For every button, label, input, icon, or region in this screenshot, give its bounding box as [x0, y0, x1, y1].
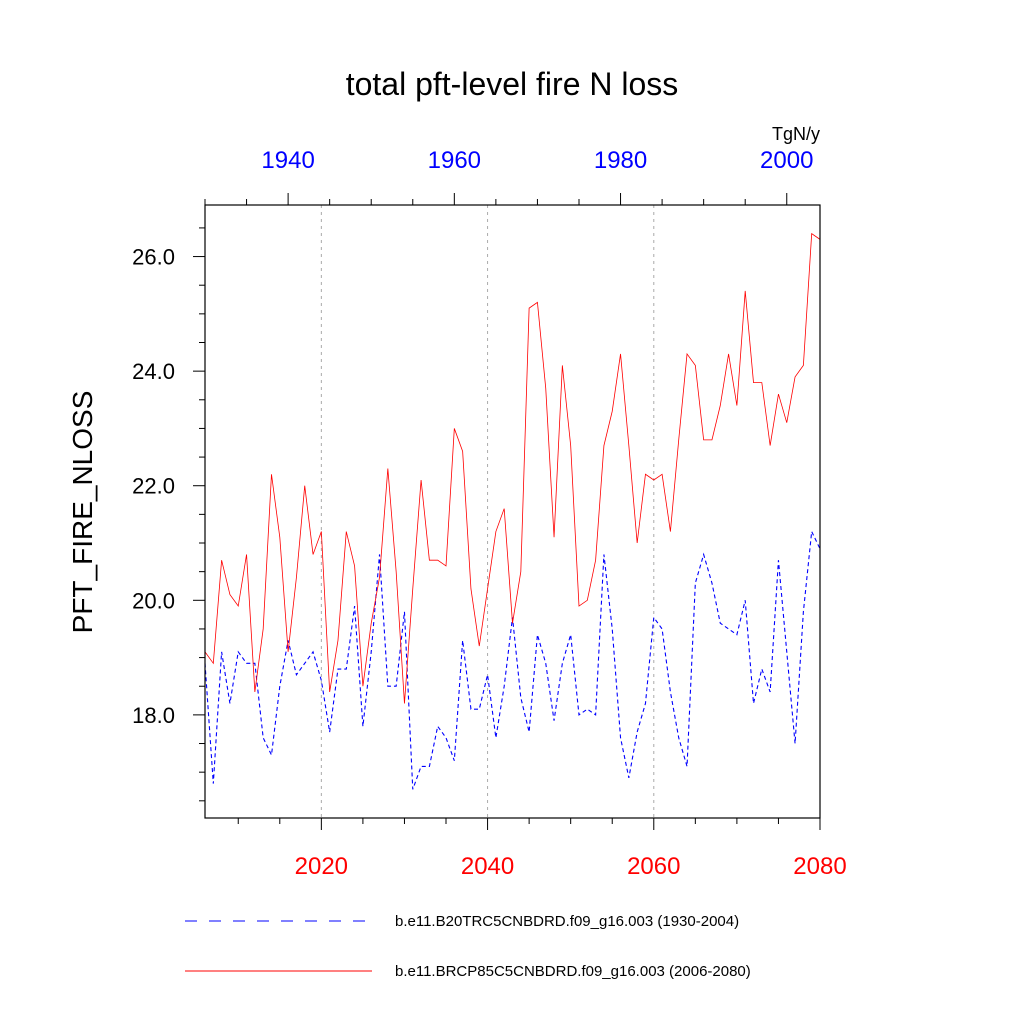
units-label: TgN/y: [772, 124, 820, 144]
legend-label-future: b.e11.BRCP85C5CNBDRD.f09_g16.003 (2006-2…: [395, 963, 751, 980]
legend-label-historical: b.e11.B20TRC5CNBDRD.f09_g16.003 (1930-20…: [395, 913, 739, 930]
x-top-tick-label: 1960: [428, 147, 481, 174]
y-tick-label: 26.0: [132, 245, 175, 270]
x-top-tick-label: 2000: [760, 147, 813, 174]
series-line-future: [204, 232, 821, 704]
series-layer: [204, 232, 821, 790]
grid-layer: [320, 205, 655, 818]
x-bottom-tick-label: 2060: [627, 853, 680, 880]
chart-title: total pft-level fire N loss: [346, 66, 679, 102]
x-top-tick-label: 1940: [261, 147, 314, 174]
x-bottom-tick-label: 2040: [461, 853, 514, 880]
x-bottom-tick-label: 2080: [793, 853, 846, 880]
y-tick-label: 18.0: [132, 703, 175, 728]
series-line-historical: [204, 529, 821, 790]
y-tick-label: 22.0: [132, 474, 175, 499]
legend: b.e11.B20TRC5CNBDRD.f09_g16.003 (1930-20…: [185, 913, 751, 980]
y-tick-label: 24.0: [132, 359, 175, 384]
y-axis-label: PFT_FIRE_NLOSS: [67, 391, 98, 634]
x-top-tick-label: 1980: [594, 147, 647, 174]
y-tick-label: 20.0: [132, 588, 175, 613]
x-bottom-tick-label: 2020: [295, 853, 348, 880]
plot-frame: [204, 204, 821, 819]
axis-layer: 18.0 20.0 22.0 24.0 26.0 2020 2040 2060 2080 1940…: [132, 147, 847, 880]
